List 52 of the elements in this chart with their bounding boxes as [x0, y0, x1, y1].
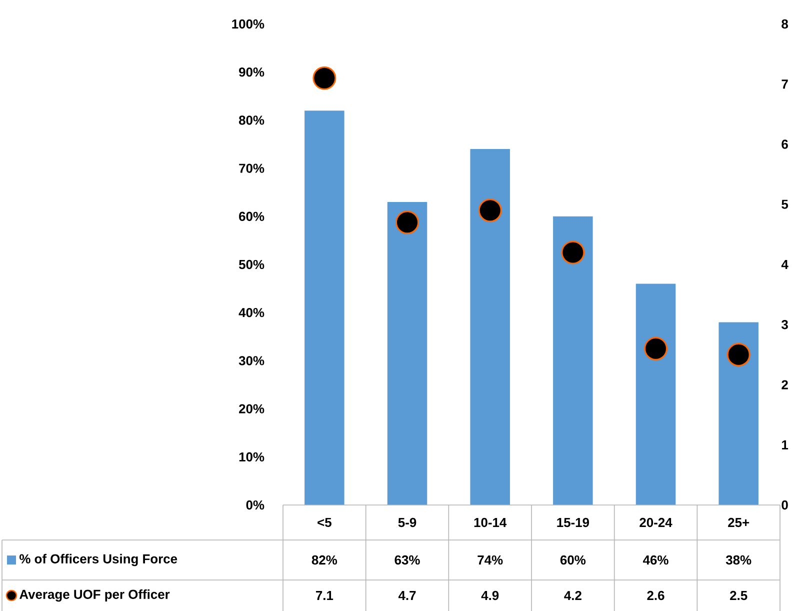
- y2-tick-label: 4: [781, 260, 788, 269]
- x-tick-label: <5: [318, 518, 332, 528]
- data-label: 74%: [478, 555, 503, 565]
- y2-tick-label: 1: [782, 440, 788, 450]
- y2-tick-label: 6: [782, 140, 788, 149]
- data-label: 46%: [643, 555, 668, 565]
- data-label: 63%: [394, 555, 420, 565]
- y2-tick-label: 7: [782, 80, 788, 89]
- y2-tick-label: 8: [782, 19, 788, 29]
- data-label: 2.6: [647, 590, 664, 600]
- y2-tick-label: 3: [782, 320, 788, 330]
- data-label: 7.1: [316, 591, 334, 600]
- y-tick-label: 50%: [238, 260, 264, 270]
- bar: [718, 322, 758, 505]
- data-label: 4.2: [564, 590, 582, 600]
- x-tick-label: 25+: [728, 518, 750, 528]
- x-tick-label: 15-19: [557, 518, 589, 528]
- legend-label: % of Officers Using Force: [20, 554, 178, 566]
- x-tick-label: 20-24: [640, 518, 672, 528]
- data-label: 4.7: [398, 591, 416, 600]
- y-tick-label: 100%: [232, 19, 264, 29]
- y-tick-label: 20%: [239, 404, 264, 414]
- y2-tick-label: 5: [782, 200, 788, 209]
- point: [478, 198, 502, 222]
- data-label: 2.5: [730, 590, 748, 600]
- data-label: 38%: [726, 555, 752, 565]
- data-label: 4.9: [481, 590, 499, 600]
- bar: [304, 110, 344, 505]
- y-tick-label: 70%: [239, 164, 264, 173]
- point: [312, 66, 336, 90]
- y-tick-label: 0%: [246, 500, 264, 510]
- y-tick-label: 40%: [238, 308, 264, 318]
- y2-tick-label: 2: [782, 380, 788, 390]
- y-tick-label: 80%: [238, 116, 264, 125]
- y-tick-label: 60%: [239, 212, 264, 221]
- point: [561, 240, 585, 264]
- data-label: 82%: [312, 555, 338, 565]
- x-tick-label: 10-14: [474, 518, 507, 528]
- bar: [553, 216, 593, 505]
- point: [644, 336, 668, 360]
- y-tick-label: 30%: [238, 356, 264, 366]
- bar: [470, 149, 510, 505]
- point: [396, 210, 420, 234]
- legend-label: Average UOF per Officer: [20, 589, 170, 602]
- y-tick-label: 90%: [239, 68, 264, 77]
- bar: [387, 202, 428, 505]
- data-label: 60%: [560, 555, 586, 565]
- point: [726, 342, 750, 366]
- bar: [636, 284, 676, 505]
- y2-tick-label: 0: [782, 500, 788, 510]
- y-tick-label: 10%: [239, 452, 264, 462]
- x-tick-label: 5-9: [398, 518, 416, 528]
